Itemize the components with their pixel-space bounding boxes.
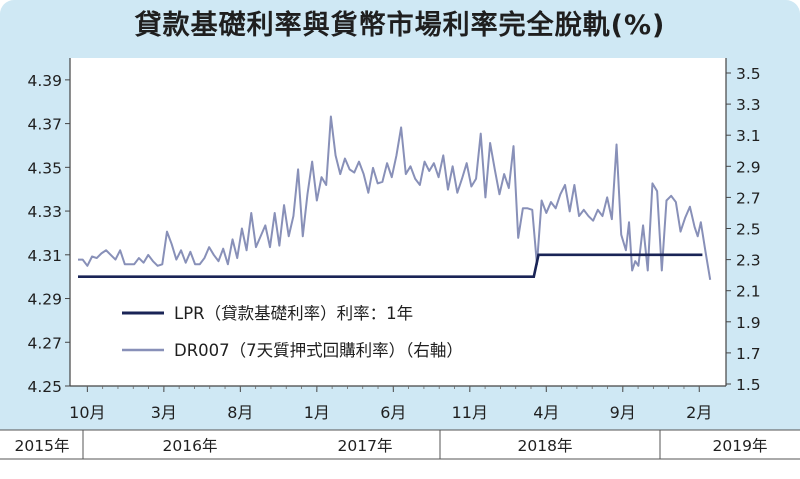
year-band bbox=[0, 430, 800, 460]
right-tick-label: 3.1 bbox=[736, 127, 761, 145]
year-label: 2017年 bbox=[338, 437, 393, 455]
left-tick-label: 4.35 bbox=[27, 159, 62, 177]
x-tick-label: 8月 bbox=[227, 403, 253, 422]
right-tick-label: 3.3 bbox=[736, 96, 761, 114]
left-tick-label: 4.33 bbox=[27, 203, 62, 221]
right-tick-label: 2.1 bbox=[736, 283, 761, 301]
legend-label: DR007（7天質押式回購利率）（右軸） bbox=[174, 341, 463, 360]
x-tick-label: 3月 bbox=[151, 403, 177, 422]
right-tick-label: 2.5 bbox=[736, 221, 761, 239]
x-tick-label: 2月 bbox=[686, 403, 712, 422]
right-tick-label: 2.7 bbox=[736, 189, 761, 207]
series-line-lpr bbox=[78, 253, 703, 278]
year-label: 2018年 bbox=[518, 437, 573, 455]
right-tick-label: 1.9 bbox=[736, 314, 761, 332]
left-tick-label: 4.25 bbox=[27, 378, 62, 396]
right-tick-label: 1.7 bbox=[736, 345, 761, 363]
left-tick-label: 4.27 bbox=[27, 334, 62, 352]
right-tick-label: 2.9 bbox=[736, 158, 761, 176]
left-tick-label: 4.37 bbox=[27, 116, 62, 134]
year-label: 2015年 bbox=[15, 437, 70, 455]
year-label: 2016年 bbox=[163, 437, 218, 455]
legend-label: LPR（貸款基礎利率）利率：1年 bbox=[174, 304, 413, 323]
left-tick-label: 4.29 bbox=[27, 291, 62, 309]
x-tick-label: 11月 bbox=[452, 403, 488, 422]
plot-area bbox=[70, 58, 726, 386]
x-tick-label: 1月 bbox=[304, 403, 330, 422]
right-tick-label: 1.5 bbox=[736, 376, 761, 394]
chart-title: 貸款基礎利率與貨幣市場利率完全脫軌(%) bbox=[134, 10, 666, 41]
x-tick-label: 10月 bbox=[69, 403, 105, 422]
left-tick-label: 4.31 bbox=[27, 247, 62, 265]
left-tick-label: 4.39 bbox=[27, 72, 62, 90]
year-label: 2019年 bbox=[713, 437, 768, 455]
x-tick-label: 4月 bbox=[533, 403, 559, 422]
x-tick-label: 9月 bbox=[610, 403, 636, 422]
series-line-dr007 bbox=[78, 115, 712, 280]
x-tick-label: 6月 bbox=[380, 403, 406, 422]
right-tick-label: 2.3 bbox=[736, 252, 761, 270]
right-tick-label: 3.5 bbox=[736, 65, 761, 83]
